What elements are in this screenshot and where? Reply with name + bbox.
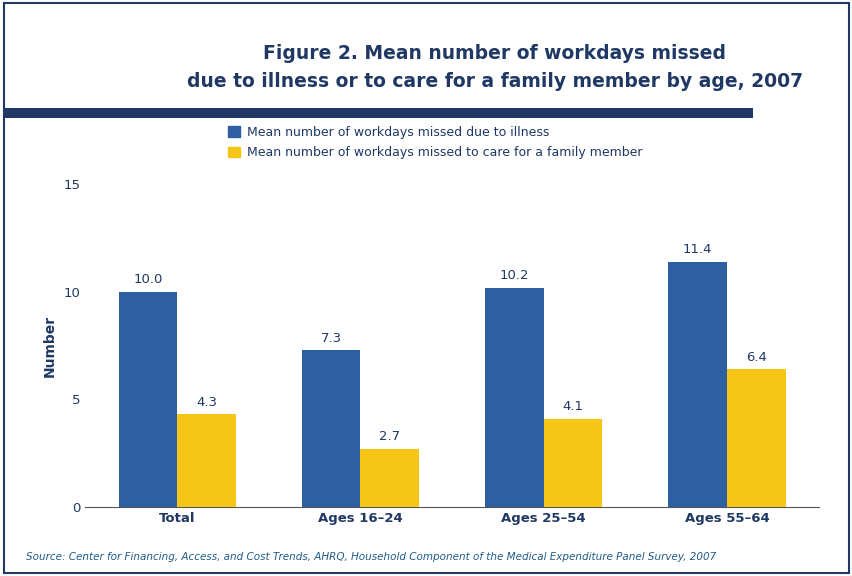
Bar	[667, 262, 726, 507]
Text: 7.3: 7.3	[320, 332, 342, 344]
Text: 4.1: 4.1	[561, 400, 583, 414]
Text: due to illness or to care for a family member by age, 2007: due to illness or to care for a family m…	[187, 73, 802, 91]
Text: Source: Center for Financing, Access, and Cost Trends, AHRQ, Household Component: Source: Center for Financing, Access, an…	[26, 552, 715, 562]
Bar	[118, 292, 177, 507]
Text: 10.2: 10.2	[499, 269, 528, 282]
Bar	[543, 419, 602, 507]
Text: Figure 2. Mean number of workdays missed: Figure 2. Mean number of workdays missed	[263, 44, 725, 63]
Bar	[177, 414, 236, 507]
Bar	[302, 350, 360, 507]
Text: 6.4: 6.4	[745, 351, 766, 364]
Text: 10.0: 10.0	[133, 274, 163, 286]
Text: 4.3: 4.3	[196, 396, 216, 409]
Legend: Mean number of workdays missed due to illness, Mean number of workdays missed to: Mean number of workdays missed due to il…	[222, 120, 648, 165]
Bar	[726, 369, 785, 507]
Text: 2.7: 2.7	[379, 430, 400, 444]
Bar	[485, 287, 543, 507]
Text: 11.4: 11.4	[682, 243, 711, 256]
Bar	[360, 449, 418, 507]
Y-axis label: Number: Number	[43, 314, 56, 377]
